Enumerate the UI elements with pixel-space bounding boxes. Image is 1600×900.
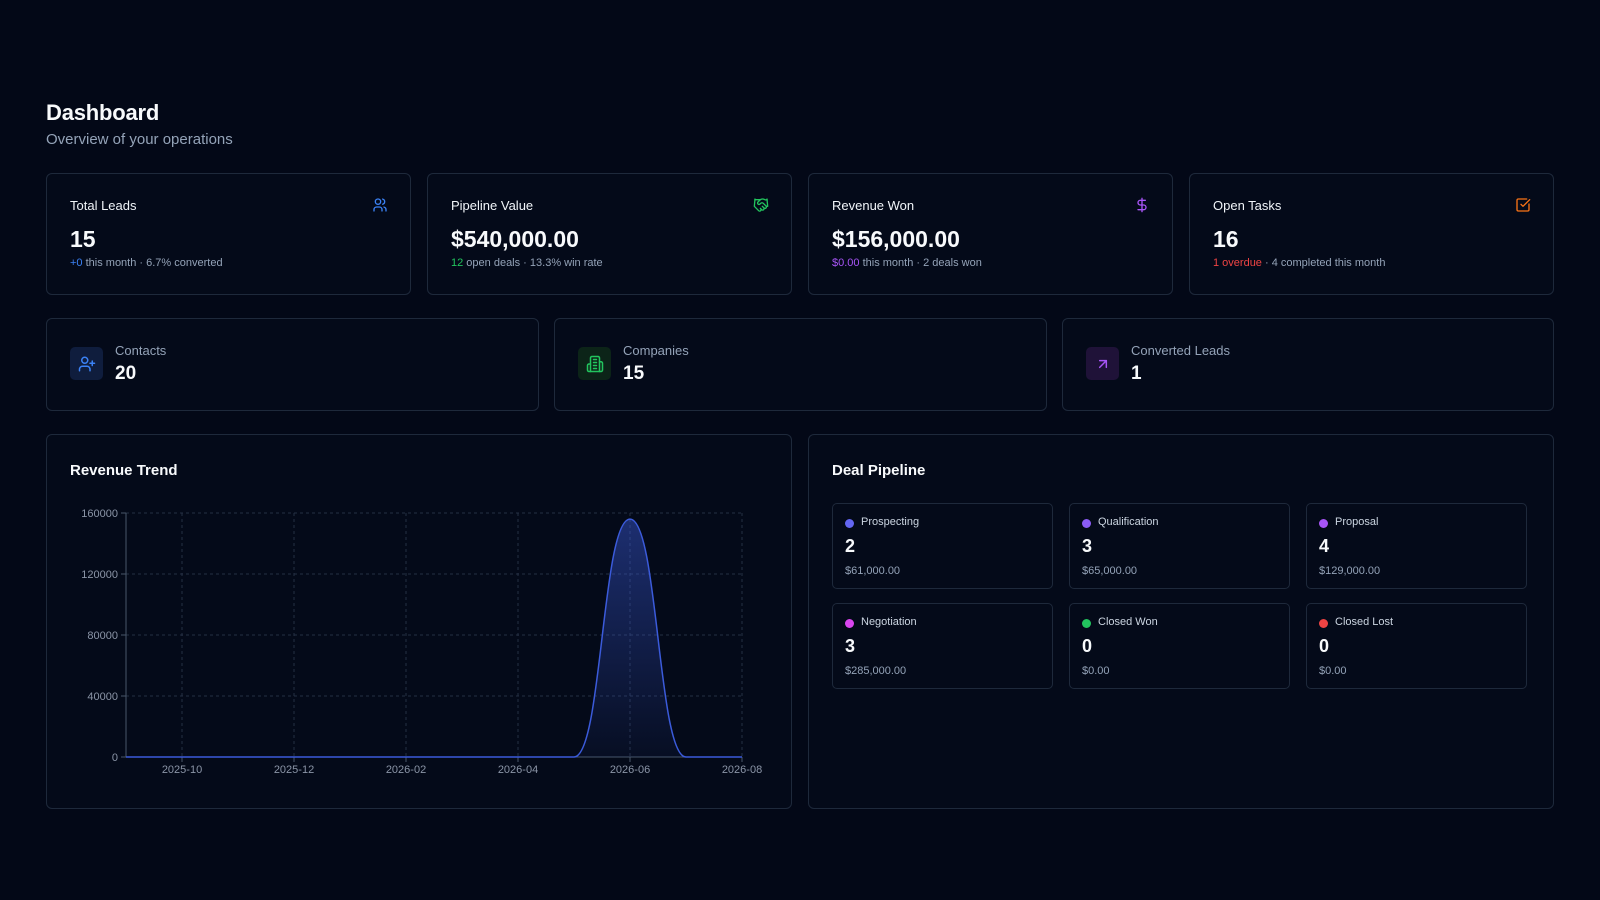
stage-count: 0	[1319, 636, 1330, 656]
summary-card-converted-leads[interactable]: Converted Leads 1	[1062, 318, 1554, 411]
stage-amount: $129,000.00	[1319, 565, 1381, 577]
stage-count: 3	[845, 636, 856, 656]
revenue-area	[126, 519, 742, 757]
stat-subtext: +0 this month · 6.7% converted	[70, 257, 223, 269]
stat-title: Open Tasks	[1213, 198, 1282, 213]
handshake-icon	[753, 198, 769, 212]
stat-highlight: 12	[451, 257, 464, 269]
stage-count: 2	[845, 536, 856, 556]
page-subtitle: Overview of your operations	[46, 131, 233, 148]
stat-card-total-leads[interactable]: Total Leads 15 +0 this month · 6.7% conv…	[46, 173, 411, 295]
stage-amount: $61,000.00	[845, 565, 901, 577]
building-icon	[586, 355, 603, 372]
summary-label: Companies	[623, 343, 689, 358]
x-tick-label: 2025-12	[274, 764, 314, 776]
stage-amount: $0.00	[1082, 665, 1110, 677]
stage-name: Proposal	[1335, 516, 1379, 528]
stat-card-open-tasks[interactable]: Open Tasks 16 1 overdue · 4 completed th…	[1189, 173, 1554, 295]
x-tick-label: 2026-02	[386, 764, 426, 776]
stage-count: 3	[1082, 536, 1093, 556]
stat-highlight: 1 overdue	[1213, 257, 1262, 269]
x-tick-label: 2026-04	[498, 764, 538, 776]
summary-icon-box	[1086, 347, 1119, 380]
stage-name: Qualification	[1098, 516, 1159, 528]
stage-count: 0	[1082, 636, 1093, 656]
y-tick-label: 120000	[81, 569, 118, 581]
summary-label: Converted Leads	[1131, 343, 1231, 358]
stage-amount: $0.00	[1319, 665, 1347, 677]
checkbox-icon	[1516, 198, 1531, 212]
stat-value: 15	[70, 226, 96, 252]
panel-title: Revenue Trend	[70, 462, 178, 479]
summary-value: 20	[115, 363, 137, 384]
summary-card-contacts[interactable]: Contacts 20	[46, 318, 539, 411]
summary-card-companies[interactable]: Companies 15	[554, 318, 1047, 411]
revenue-line	[126, 518, 742, 758]
y-tick-label: 0	[112, 752, 118, 764]
stat-subtext-rest: this month · 6.7% converted	[82, 257, 223, 269]
summary-value: 1	[1131, 363, 1142, 384]
stat-subtext-rest: this month · 2 deals won	[859, 257, 982, 269]
y-tick-label: 40000	[87, 691, 118, 703]
stage-name: Closed Lost	[1335, 616, 1394, 628]
stat-highlight: +0	[70, 257, 83, 269]
stage-amount: $65,000.00	[1082, 565, 1138, 577]
stage-count: 4	[1319, 536, 1330, 556]
pipeline-stage-closed-lost[interactable]: Closed Lost 0 $0.00	[1306, 603, 1527, 689]
stage-color-dot	[1319, 519, 1328, 528]
pipeline-stage-prospecting[interactable]: Prospecting 2 $61,000.00	[832, 503, 1053, 589]
stage-name: Negotiation	[861, 616, 917, 628]
dollar-icon	[1137, 197, 1147, 213]
stat-subtext-rest: · 4 completed this month	[1261, 257, 1386, 269]
stat-value: $540,000.00	[451, 226, 579, 252]
panel-title: Deal Pipeline	[832, 462, 926, 479]
stat-title: Pipeline Value	[451, 198, 534, 213]
users-icon	[373, 198, 387, 212]
stat-value: 16	[1213, 226, 1239, 252]
revenue-trend-panel: Revenue Trend 0 40000 80000 120000 160000 202…	[46, 434, 792, 809]
y-tick-label: 80000	[87, 630, 118, 642]
pipeline-stage-closed-won[interactable]: Closed Won 0 $0.00	[1069, 603, 1290, 689]
stage-color-dot	[1082, 519, 1091, 528]
stage-color-dot	[1319, 619, 1328, 628]
stage-color-dot	[1082, 619, 1091, 628]
stat-title: Revenue Won	[832, 198, 915, 213]
stage-name: Prospecting	[861, 516, 920, 528]
x-tick-label: 2025-10	[162, 764, 202, 776]
summary-value: 15	[623, 363, 645, 384]
y-tick-label: 160000	[81, 508, 118, 520]
stage-color-dot	[845, 519, 854, 528]
stat-highlight: $0.00	[832, 257, 860, 269]
stage-name: Closed Won	[1098, 616, 1158, 628]
x-tick-label: 2026-06	[610, 764, 650, 776]
revenue-trend-chart[interactable]: 0 40000 80000 120000 160000 2025-10 2025-12 202…	[47, 435, 793, 810]
stat-value: $156,000.00	[832, 226, 960, 252]
stage-color-dot	[845, 619, 854, 628]
stat-title: Total Leads	[70, 198, 137, 213]
pipeline-stage-proposal[interactable]: Proposal 4 $129,000.00	[1306, 503, 1527, 589]
user-plus-icon	[78, 356, 95, 371]
summary-icon-box	[70, 347, 103, 380]
stat-subtext-rest: open deals · 13.3% win rate	[463, 257, 603, 269]
pipeline-stage-qualification[interactable]: Qualification 3 $65,000.00	[1069, 503, 1290, 589]
stat-subtext: 1 overdue · 4 completed this month	[1213, 257, 1385, 269]
stage-amount: $285,000.00	[845, 665, 907, 677]
stat-card-pipeline-value[interactable]: Pipeline Value $540,000.00 12 open deals…	[427, 173, 792, 295]
arrow-up-right-icon	[1098, 359, 1107, 368]
stat-subtext: $0.00 this month · 2 deals won	[832, 257, 982, 269]
summary-icon-box	[578, 347, 611, 380]
deal-pipeline-panel: Deal Pipeline Prospecting 2 $61,000.00 Q…	[808, 434, 1554, 809]
stat-subtext: 12 open deals · 13.3% win rate	[451, 257, 603, 269]
page-header: Dashboard Overview of your operations	[46, 100, 233, 148]
page-title: Dashboard	[46, 100, 160, 125]
stat-card-revenue-won[interactable]: Revenue Won $156,000.00 $0.00 this month…	[808, 173, 1173, 295]
x-tick-label: 2026-08	[722, 764, 762, 776]
summary-label: Contacts	[115, 343, 167, 358]
pipeline-stage-negotiation[interactable]: Negotiation 3 $285,000.00	[832, 603, 1053, 689]
